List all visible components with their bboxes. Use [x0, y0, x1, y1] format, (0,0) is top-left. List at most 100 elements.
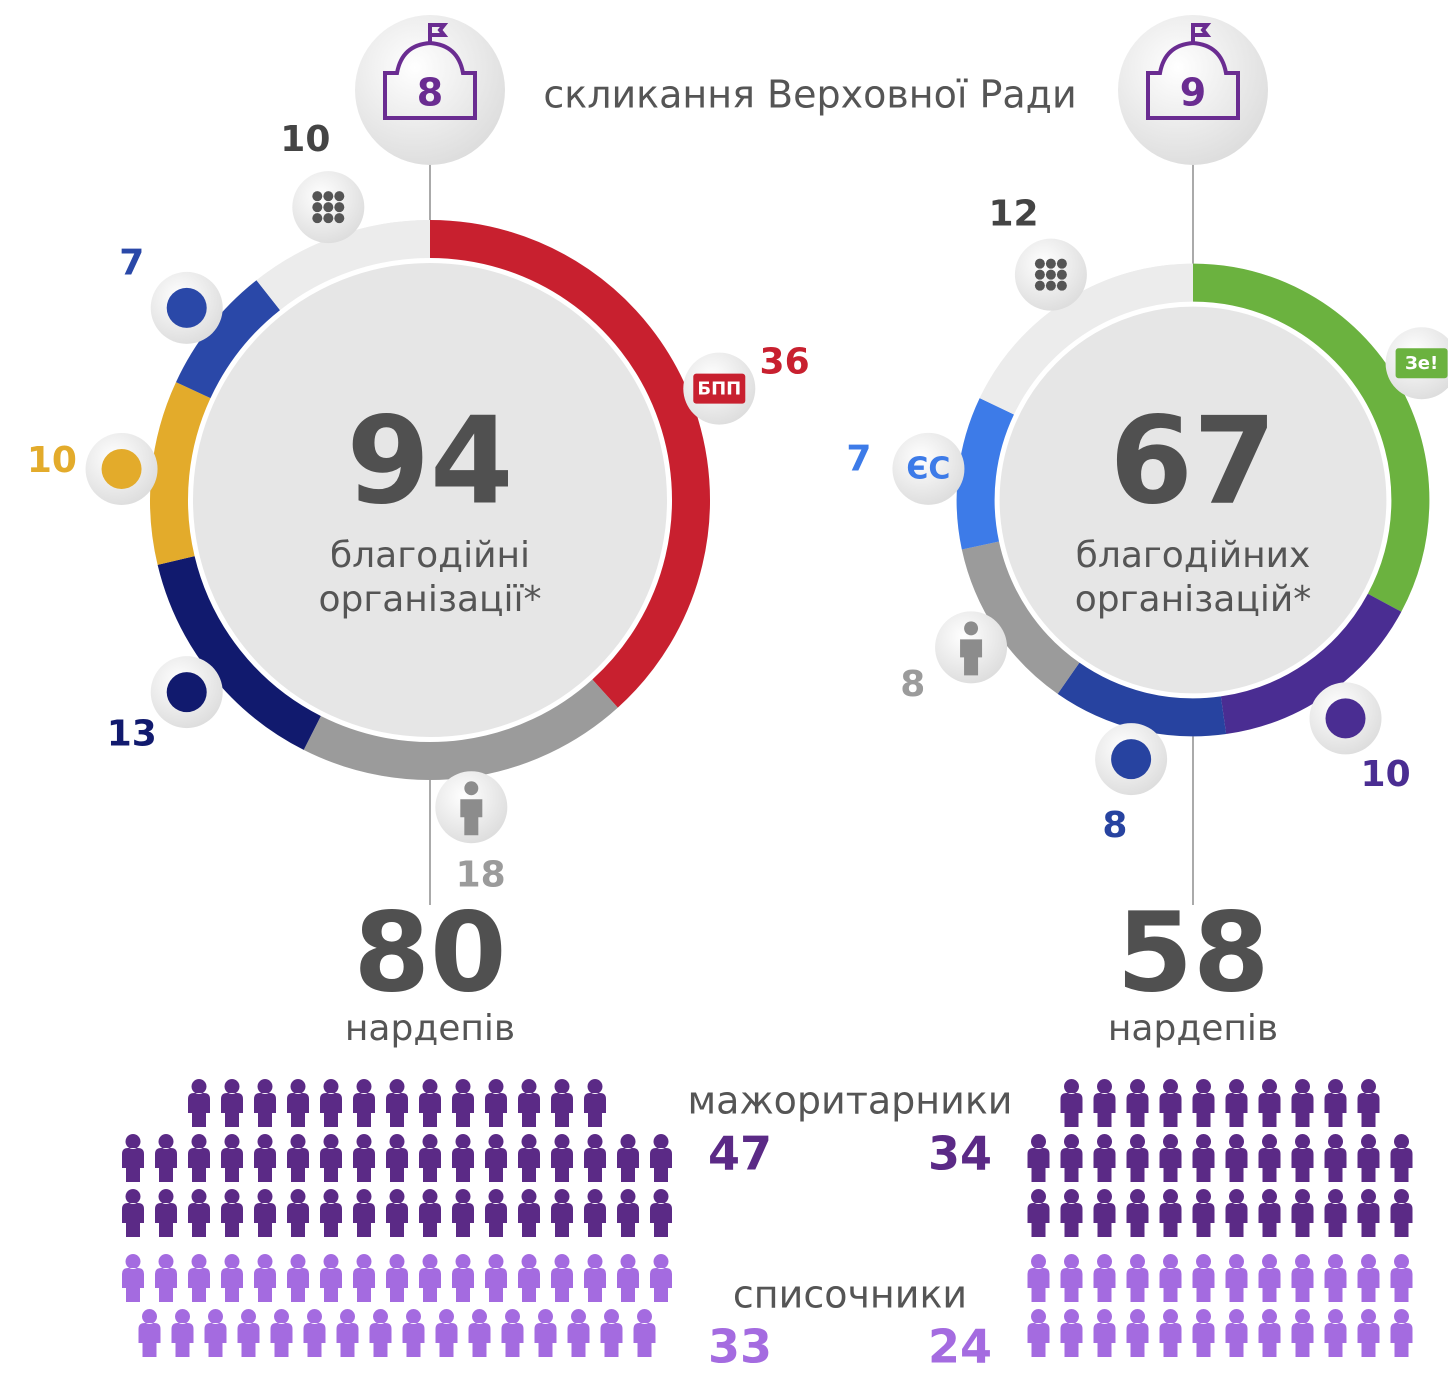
icon-dot — [334, 191, 345, 202]
person-icon — [287, 1189, 309, 1237]
person-icon — [254, 1079, 276, 1127]
person-icon — [1225, 1134, 1248, 1182]
badge-number: 9 — [1180, 71, 1206, 115]
person-icon — [336, 1309, 359, 1357]
person-icon — [633, 1309, 656, 1357]
person-icon — [221, 1189, 243, 1237]
icon-shape — [166, 672, 207, 713]
person-icon — [204, 1309, 227, 1357]
person-icon — [584, 1254, 606, 1302]
icon-dot — [312, 191, 323, 202]
person-icon — [1390, 1254, 1413, 1302]
person-icon — [1357, 1189, 1380, 1237]
person-icon — [485, 1079, 507, 1127]
person-icon — [650, 1134, 672, 1182]
segment-value: 7 — [119, 242, 144, 283]
person-icon — [1291, 1189, 1314, 1237]
group-count: 34 — [928, 1127, 992, 1181]
person-icon — [617, 1189, 639, 1237]
person-icon — [1291, 1079, 1314, 1127]
person-icon — [1258, 1309, 1281, 1357]
person-icon — [435, 1309, 458, 1357]
person-icon — [1060, 1079, 1083, 1127]
ring-segment — [961, 541, 1080, 694]
segment-value: 10 — [27, 440, 77, 481]
person-icon — [155, 1189, 177, 1237]
person-icon — [221, 1254, 243, 1302]
person-icon — [452, 1189, 474, 1237]
segment-value: 18 — [456, 855, 506, 896]
person-icon — [320, 1254, 342, 1302]
person-icon — [1192, 1189, 1215, 1237]
person-icon — [303, 1309, 326, 1357]
person-icon — [254, 1254, 276, 1302]
person-icon — [1324, 1254, 1347, 1302]
person-icon — [1225, 1254, 1248, 1302]
segment-value: 8 — [1102, 805, 1127, 846]
person-icon — [1258, 1254, 1281, 1302]
person-icon — [452, 1134, 474, 1182]
person-icon — [1159, 1189, 1182, 1237]
badge-building — [383, 23, 477, 120]
party-icon — [892, 432, 965, 505]
person-icon — [1291, 1134, 1314, 1182]
icon-dot — [323, 191, 334, 202]
person-icon — [1357, 1134, 1380, 1182]
group-count: 33 — [708, 1320, 772, 1374]
person-icon — [122, 1254, 144, 1302]
person-icon — [155, 1134, 177, 1182]
person-icon — [1060, 1309, 1083, 1357]
person-icon — [1225, 1189, 1248, 1237]
icon-person — [460, 781, 483, 836]
party-logo-text: БПП — [697, 379, 741, 400]
person-icon — [171, 1309, 194, 1357]
person-icon — [1093, 1189, 1116, 1237]
icon-dot — [1045, 269, 1056, 280]
person-icon — [617, 1134, 639, 1182]
icon-dot — [1056, 269, 1067, 280]
person-icon — [1192, 1079, 1215, 1127]
person-icon — [1258, 1189, 1281, 1237]
person-icon — [1324, 1309, 1347, 1357]
person-icon — [1060, 1254, 1083, 1302]
person-icon — [1126, 1254, 1149, 1302]
person-icon — [551, 1189, 573, 1237]
icon-dot — [323, 213, 334, 224]
person-icon — [138, 1309, 161, 1357]
segment-value: 12 — [988, 193, 1038, 234]
ring-segment — [979, 263, 1194, 415]
party-logo — [693, 373, 746, 404]
ring-segment — [1057, 662, 1227, 737]
person-icon — [1324, 1189, 1347, 1237]
segment-value: 10 — [1361, 754, 1411, 795]
group-label: мажоритарники — [688, 1079, 1013, 1123]
person-icon — [237, 1309, 260, 1357]
person-icon — [551, 1134, 573, 1182]
person-icon — [1225, 1079, 1248, 1127]
icon-dot — [312, 213, 323, 224]
number-bg — [1093, 905, 1293, 1055]
person-icon — [1027, 1309, 1050, 1357]
person-icon — [1126, 1134, 1149, 1182]
person-icon — [386, 1079, 408, 1127]
mps-total: 58 — [1116, 888, 1269, 1016]
person-icon — [1258, 1134, 1281, 1182]
person-icon — [353, 1134, 375, 1182]
person-icon — [584, 1134, 606, 1182]
group-count: 24 — [928, 1320, 992, 1374]
person-icon — [287, 1254, 309, 1302]
person-icon — [254, 1189, 276, 1237]
person-icon — [419, 1079, 441, 1127]
person-icon — [1027, 1134, 1050, 1182]
ring-segment — [176, 280, 281, 399]
person-icon — [485, 1189, 507, 1237]
person-icon — [1291, 1309, 1314, 1357]
person-icon — [485, 1134, 507, 1182]
person-icon — [1159, 1309, 1182, 1357]
person-icon — [419, 1134, 441, 1182]
person-icon — [1093, 1134, 1116, 1182]
person-icon — [1093, 1309, 1116, 1357]
person-icon — [518, 1079, 540, 1127]
person-icon — [600, 1309, 623, 1357]
person-icon — [1126, 1079, 1149, 1127]
